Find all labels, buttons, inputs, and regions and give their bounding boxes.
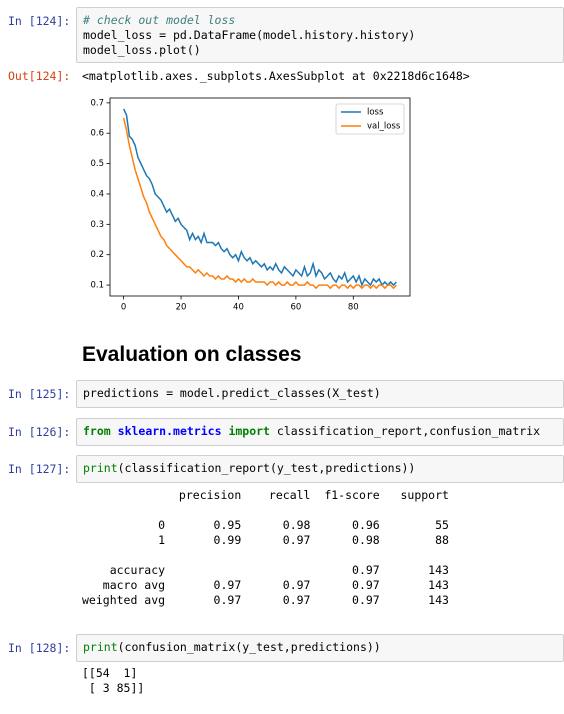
code-line: model_loss.plot() xyxy=(83,43,201,58)
output-line: precision recall f1-score support xyxy=(82,488,449,502)
line xyxy=(122,117,397,290)
input-box[interactable] xyxy=(76,380,564,408)
legend-label: loss xyxy=(367,108,384,118)
x-tick-label: 80 xyxy=(348,303,359,313)
comment: # check out model loss xyxy=(83,13,236,27)
output-line: [ 3 85]] xyxy=(82,681,145,695)
prompt: In [124]: xyxy=(8,14,71,28)
code: classification_report,confusion_matrix xyxy=(276,424,541,438)
output-line: [[54 1] xyxy=(82,666,138,680)
output-line: macro avg 0.97 0.97 0.97 143 xyxy=(82,578,449,592)
prompt: In [125]: xyxy=(8,387,71,401)
code: (confusion_matrix(y_test,predictions)) xyxy=(117,640,381,654)
output-line: weighted avg 0.97 0.97 0.97 143 xyxy=(82,593,449,607)
code: model_loss = pd.DataFrame(model.history.… xyxy=(83,28,416,42)
y-tick-label: 0.6 xyxy=(90,129,104,139)
input-box[interactable] xyxy=(76,455,564,483)
x-tick-label: 0 xyxy=(121,303,126,313)
code: model_loss.plot() xyxy=(83,43,201,57)
code-line: predictions = model.predict_classes(X_te… xyxy=(83,386,381,401)
code-line: from sklearn.metrics import classificati… xyxy=(83,424,540,439)
input-box[interactable] xyxy=(76,418,564,446)
axes-frame xyxy=(109,97,411,297)
output-line: 1 0.99 0.97 0.98 88 xyxy=(82,533,449,547)
chart: 0.1 0.2 0.3 0.4 0.5 0.6 0.7 0 20 40 60 80 loss val_lo… xyxy=(90,97,411,313)
code-line: # check out model loss xyxy=(83,13,235,28)
code-line: print(confusion_matrix(y_test,prediction… xyxy=(83,640,381,655)
x-tick-label: 60 xyxy=(290,303,301,313)
y-tick-label: 0.3 xyxy=(90,220,104,230)
y-tick-label: 0.5 xyxy=(90,159,104,169)
input-box[interactable] xyxy=(76,634,564,662)
output-line: accuracy 0.97 143 xyxy=(82,563,449,577)
keyword: from xyxy=(83,424,111,438)
builtin: print xyxy=(83,461,118,475)
heading: Evaluation on classes xyxy=(82,343,302,366)
output-line: <matplotlib.axes._subplots.AxesSubplot a… xyxy=(82,69,470,83)
y-tick-label: 0.2 xyxy=(90,250,104,260)
y-tick-label: 0.4 xyxy=(90,189,104,199)
prompt: In [128]: xyxy=(8,641,71,655)
builtin: print xyxy=(83,640,118,654)
input-box[interactable] xyxy=(76,7,564,63)
out-prompt: Out[124]: xyxy=(8,69,71,83)
line xyxy=(122,108,397,288)
y-tick-label: 0.1 xyxy=(90,281,104,291)
code-line: model_loss = pd.DataFrame(model.history.… xyxy=(83,28,415,43)
y-tick-label: 0.7 xyxy=(90,98,104,108)
legend-label: val_loss xyxy=(367,122,401,132)
code-line: print(classification_report(y_test,predi… xyxy=(83,461,415,476)
output-line: 0 0.95 0.98 0.96 55 xyxy=(82,518,449,532)
prompt: In [127]: xyxy=(8,462,71,476)
module: sklearn.metrics xyxy=(117,424,222,438)
prompt: In [126]: xyxy=(8,425,71,439)
code: predictions = model.predict_classes(X_te… xyxy=(83,386,381,400)
x-tick-label: 20 xyxy=(176,303,187,313)
keyword: import xyxy=(228,424,270,438)
code: (classification_report(y_test,prediction… xyxy=(117,461,416,475)
x-tick-label: 40 xyxy=(233,303,244,313)
